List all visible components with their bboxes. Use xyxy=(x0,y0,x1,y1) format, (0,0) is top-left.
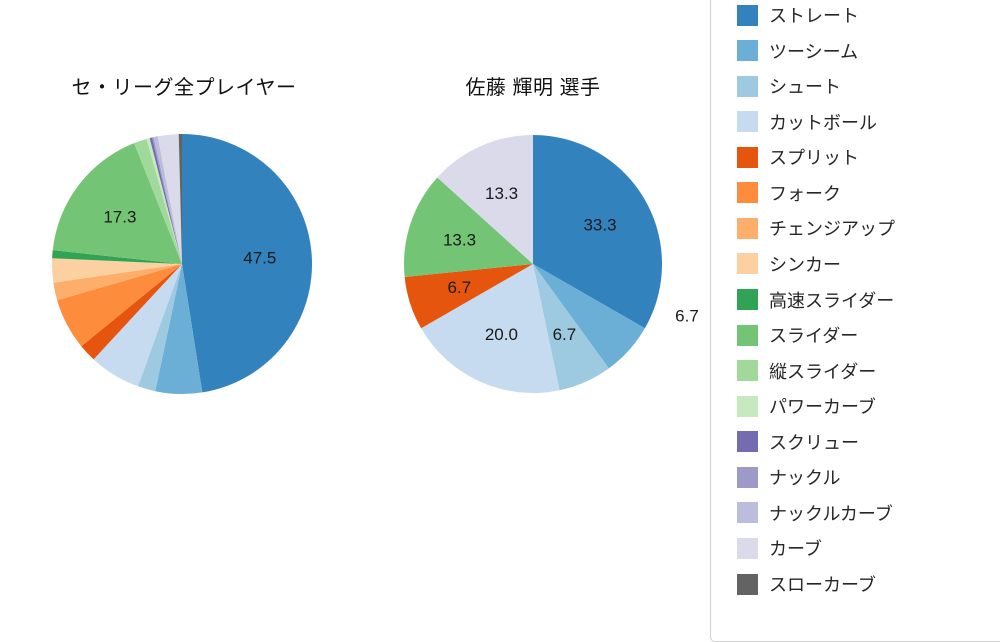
slice-percent-label-cutball: 20.0 xyxy=(485,325,518,344)
legend-item-knuckle-curve[interactable]: ナックルカーブ xyxy=(737,501,893,525)
pie-sato-teruaki: 33.3 6.7 6.7 20.0 6.7 13.3 13.3 xyxy=(403,135,699,394)
legend-label-cutball: カットボール xyxy=(769,112,877,133)
chart-title-sato-teruaki: 佐藤 輝明 選手 xyxy=(465,77,601,99)
legend-item-two-seam[interactable]: ツーシーム xyxy=(737,39,858,63)
slice-percent-label-curve: 13.3 xyxy=(485,184,518,203)
slice-percent-label-shuuto: 6.7 xyxy=(553,325,577,344)
legend-swatch-shuuto xyxy=(737,75,758,97)
legend-swatch-straight xyxy=(737,4,758,26)
pie-slice-shuuto[interactable] xyxy=(533,264,609,391)
pie-slice-fork[interactable] xyxy=(57,264,182,347)
pie-slice-two-seam[interactable] xyxy=(155,264,203,395)
legend-item-power-curve[interactable]: パワーカーブ xyxy=(737,394,876,418)
pie-slice-two-seam[interactable] xyxy=(533,264,645,369)
pie-slice-power-curve[interactable] xyxy=(146,138,182,264)
legend-swatch-knuckle xyxy=(737,466,758,488)
pie-slice-sinker[interactable] xyxy=(52,258,182,283)
legend-swatch-slow-curve xyxy=(737,573,758,595)
legend-label-knuckle-curve: ナックルカーブ xyxy=(769,503,893,524)
chart-title-ce-league-all-players: セ・リーグ全プレイヤー xyxy=(71,77,297,99)
slice-percent-label-split: 6.7 xyxy=(447,278,471,297)
legend: ストレートツーシームシュートカットボール スプリットフォークチェンジアップ シンカー… xyxy=(710,0,1000,642)
legend-item-curve[interactable]: カーブ xyxy=(737,536,822,560)
legend-swatch-fast-slider xyxy=(737,289,758,310)
legend-item-straight[interactable]: ストレート xyxy=(737,3,859,27)
legend-label-two-seam: ツーシーム xyxy=(769,41,859,62)
pie-slice-split[interactable] xyxy=(404,264,533,329)
legend-item-vertical-slider[interactable]: 縦スライダー xyxy=(737,359,876,383)
slice-percent-label-straight: 33.3 xyxy=(583,216,616,235)
legend-label-changeup: チェンジアップ xyxy=(769,219,895,240)
pie-ce-league-all-players: 47.5 17.3 xyxy=(52,134,313,395)
legend-swatch-changeup xyxy=(737,217,758,239)
legend-swatch-fork xyxy=(737,182,758,204)
slice-percent-label-slider: 17.3 xyxy=(103,207,136,226)
legend-label-power-curve: パワーカーブ xyxy=(769,397,876,418)
legend-item-changeup[interactable]: チェンジアップ xyxy=(737,216,895,240)
pie-slice-slider[interactable] xyxy=(52,143,182,264)
legend-label-fast-slider: 高速スライダー xyxy=(769,290,895,311)
pie-slice-knuckle[interactable] xyxy=(152,137,182,264)
legend-swatch-curve xyxy=(737,537,758,559)
legend-item-fast-slider[interactable]: 高速スライダー xyxy=(737,288,894,312)
legend-swatch-knuckle-curve xyxy=(737,502,758,524)
legend-label-shuuto: シュート xyxy=(769,77,841,98)
pie-slice-curve[interactable] xyxy=(157,134,182,264)
pie-slice-split[interactable] xyxy=(81,264,182,360)
pie-slice-slider[interactable] xyxy=(403,177,533,277)
pie-slice-knuckle-curve[interactable] xyxy=(153,136,182,264)
legend-swatch-split xyxy=(737,146,758,168)
pie-slice-cutball[interactable] xyxy=(421,264,560,394)
pie-slice-cutball[interactable] xyxy=(93,264,182,387)
legend-swatch-slider xyxy=(737,324,758,346)
legend-swatch-two-seam xyxy=(737,40,758,62)
legend-label-curve: カーブ xyxy=(769,539,822,560)
legend-swatch-sinker xyxy=(737,253,758,275)
pie-slice-fast-slider[interactable] xyxy=(52,250,182,264)
legend-item-sinker[interactable]: シンカー xyxy=(737,252,841,276)
legend-swatch-cutball xyxy=(737,111,758,133)
legend-label-sinker: シンカー xyxy=(769,254,841,275)
legend-label-fork: フォーク xyxy=(769,183,841,204)
legend-label-knuckle: ナックル xyxy=(769,468,841,489)
pie-slice-straight[interactable] xyxy=(533,135,663,329)
legend-item-slow-curve[interactable]: スローカーブ xyxy=(737,572,876,596)
pie-slice-slow-curve[interactable] xyxy=(178,134,182,264)
legend-swatch-screw xyxy=(737,431,758,453)
slice-percent-label-straight: 47.5 xyxy=(243,248,276,267)
slice-percent-label-slider: 13.3 xyxy=(443,230,476,249)
legend-label-split: スプリット xyxy=(769,148,859,169)
pie-slice-shuuto[interactable] xyxy=(137,264,182,392)
legend-item-knuckle[interactable]: ナックル xyxy=(737,465,840,489)
pie-slice-vertical-slider[interactable] xyxy=(134,138,182,264)
legend-swatch-power-curve xyxy=(737,395,758,417)
pie-slice-screw[interactable] xyxy=(149,137,182,265)
pie-slice-curve[interactable] xyxy=(437,135,533,264)
legend-label-vertical-slider: 縦スライダー xyxy=(769,361,877,382)
legend-item-fork[interactable]: フォーク xyxy=(737,181,841,205)
legend-item-slider[interactable]: スライダー xyxy=(737,323,858,347)
legend-label-straight: ストレート xyxy=(769,6,859,26)
legend-item-screw[interactable]: スクリュー xyxy=(737,430,859,454)
legend-label-slider: スライダー xyxy=(769,326,859,346)
pie-slice-changeup[interactable] xyxy=(53,264,182,301)
legend-item-split[interactable]: スプリット xyxy=(737,145,859,169)
legend-label-slow-curve: スローカーブ xyxy=(769,575,876,595)
legend-label-screw: スクリュー xyxy=(769,432,859,453)
legend-item-shuuto[interactable]: シュート xyxy=(737,74,841,98)
legend-swatch-vertical-slider xyxy=(737,360,758,382)
legend-item-cutball[interactable]: カットボール xyxy=(737,110,877,134)
pie-slice-straight[interactable] xyxy=(182,134,313,393)
slice-percent-label-two-seam: 6.7 xyxy=(675,307,699,326)
pie-charts-canvas: 47.5 17.3 33.3 6.7 6.7 20.0 6.7 13.3 13.3 xyxy=(52,134,699,395)
